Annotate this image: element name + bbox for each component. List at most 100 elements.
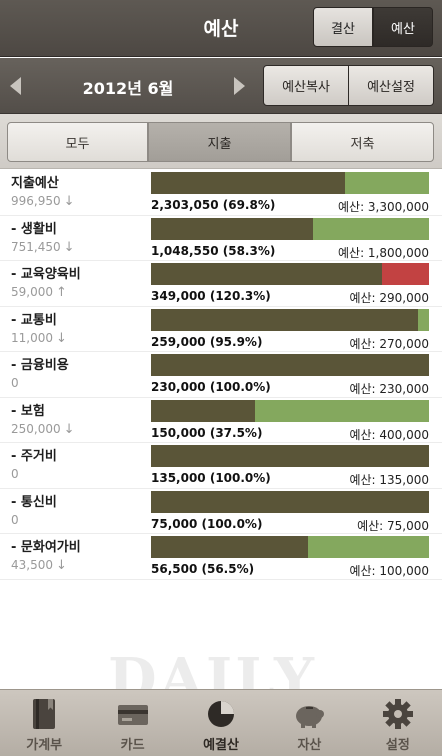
tab-savings[interactable]: 저축 bbox=[291, 122, 434, 162]
budget-row[interactable]: - 주거비 0 135,000 (100.0%) 예산: 135,000 bbox=[0, 443, 442, 489]
filter-tab-bar: 모두 지출 저축 bbox=[0, 114, 442, 169]
budget-progress-bar bbox=[151, 308, 429, 331]
arrow-down-icon: ↓ bbox=[63, 239, 75, 255]
budget-remaining: 0 bbox=[11, 376, 22, 391]
nav-item-assets[interactable]: 자산 bbox=[265, 690, 353, 756]
header-bar: 예산 결산 예산 bbox=[0, 0, 442, 57]
arrow-down-icon: ↓ bbox=[56, 558, 67, 573]
spent-amount: 150,000 (37.5%) bbox=[151, 425, 263, 440]
over-budget-fill bbox=[382, 263, 429, 285]
arrow-up-icon: ↑ bbox=[56, 285, 67, 300]
nav-item-ledger[interactable]: 가계부 bbox=[0, 690, 88, 756]
page-title: 예산 bbox=[203, 18, 239, 40]
budget-category-name: - 생활비 bbox=[11, 221, 57, 237]
budget-amount: 예산: 100,000 bbox=[349, 564, 429, 578]
tab-expense[interactable]: 지출 bbox=[148, 122, 291, 162]
budget-row[interactable]: - 문화여가비 43,500 ↓ 56,500 (56.5%) 예산: 100,000 bbox=[0, 534, 442, 580]
budget-row[interactable]: 지출예산 996,950 ↓ 2,303,050 (69.8%) 예산: 3,300,0… bbox=[0, 170, 442, 216]
remaining-amount: 0 bbox=[11, 376, 19, 390]
nav-label-ledger: 가계부 bbox=[26, 738, 63, 753]
budget-amount: 예산: 75,000 bbox=[357, 518, 429, 533]
budget-row[interactable]: - 교육양육비 59,000 ↑ 349,000 (120.3%) 예산: 290,00… bbox=[0, 261, 442, 307]
nav-label-settings: 설정 bbox=[385, 738, 410, 753]
budget-row[interactable]: - 금융비용 0 230,000 (100.0%) 예산: 230,000 bbox=[0, 352, 442, 398]
budget-category-name: - 교통비 bbox=[11, 312, 57, 328]
spent-fill bbox=[151, 536, 309, 558]
remaining-amount: 11,000 bbox=[11, 330, 53, 345]
spent-fill bbox=[151, 399, 256, 422]
budget-progress-bar bbox=[151, 490, 429, 513]
remaining-amount: 0 bbox=[11, 467, 19, 481]
remaining-amount: 250,000 bbox=[11, 421, 61, 436]
spent-amount: 56,500 (56.5%) bbox=[151, 562, 255, 576]
budget-amount: 예산: 230,000 bbox=[349, 382, 429, 396]
budget-remaining: 43,500 ↓ bbox=[11, 558, 67, 573]
spent-fill bbox=[151, 308, 418, 331]
piggy-bank-icon bbox=[296, 706, 325, 728]
budget-row[interactable]: - 통신비 0 75,000 (100.0%) 예산: 75,000 bbox=[0, 489, 442, 534]
budget-progress-bar bbox=[151, 263, 429, 285]
budget-remaining: 751,450 ↓ bbox=[11, 240, 75, 255]
current-month-label: 2012년 6월 bbox=[82, 79, 174, 98]
budget-remaining: 0 bbox=[11, 467, 22, 482]
remaining-amount: 751,450 bbox=[11, 239, 61, 254]
spent-amount: 349,000 (120.3%) bbox=[151, 289, 271, 303]
month-navigation-bar: 2012년 6월 예산복사 예산설정 bbox=[0, 58, 442, 114]
budget-category-name: 지출예산 bbox=[11, 176, 59, 191]
budget-amount: 예산: 290,000 bbox=[349, 291, 429, 305]
nav-item-budget-settlement[interactable]: 예결산 bbox=[177, 690, 265, 756]
budget-progress-bar bbox=[151, 536, 429, 558]
next-month-arrow-icon[interactable] bbox=[234, 77, 245, 95]
budget-remaining: 59,000 ↑ bbox=[11, 285, 67, 300]
nav-item-settings[interactable]: 설정 bbox=[354, 690, 442, 756]
budget-category-name: - 문화여가비 bbox=[11, 540, 81, 555]
spent-fill bbox=[151, 217, 314, 240]
budget-progress-bar bbox=[151, 354, 429, 376]
budget-amount: 예산: 400,000 bbox=[349, 427, 429, 442]
nav-label-card: 카드 bbox=[120, 738, 145, 753]
budget-category-name: - 주거비 bbox=[11, 449, 57, 464]
budget-amount: 예산: 135,000 bbox=[349, 473, 429, 487]
spent-amount: 230,000 (100.0%) bbox=[151, 380, 271, 394]
arrow-down-icon: ↓ bbox=[63, 421, 75, 437]
toggle-budget-button[interactable]: 예산 bbox=[373, 7, 433, 47]
spent-fill bbox=[151, 354, 429, 376]
budget-progress-bar bbox=[151, 445, 429, 467]
arrow-down-icon: ↓ bbox=[56, 330, 67, 346]
copy-budget-button[interactable]: 예산복사 bbox=[263, 65, 349, 106]
nav-item-card[interactable]: 카드 bbox=[88, 690, 176, 756]
budget-progress-bar bbox=[151, 172, 429, 194]
budget-progress-bar bbox=[151, 217, 429, 240]
remaining-amount: 0 bbox=[11, 512, 19, 527]
budget-row[interactable]: - 교통비 11,000 ↓ 259,000 (95.9%) 예산: 270,000 bbox=[0, 307, 442, 352]
budget-remaining: 11,000 ↓ bbox=[11, 331, 67, 346]
budget-category-name: - 통신비 bbox=[11, 494, 57, 510]
spent-amount: 135,000 (100.0%) bbox=[151, 471, 271, 485]
budget-amount: 예산: 3,300,000 bbox=[337, 200, 429, 214]
budget-category-name: - 교육양육비 bbox=[11, 267, 81, 282]
remaining-amount: 59,000 bbox=[11, 285, 53, 299]
budget-amount: 예산: 270,000 bbox=[349, 336, 429, 351]
budget-row[interactable]: - 보험 250,000 ↓ 150,000 (37.5%) 예산: 400,000 bbox=[0, 398, 442, 443]
budget-row[interactable]: - 생활비 751,450 ↓ 1,048,550 (58.3%) 예산: 1,800,… bbox=[0, 216, 442, 261]
budget-remaining: 996,950 ↓ bbox=[11, 194, 75, 209]
nav-label-assets: 자산 bbox=[297, 738, 322, 753]
arrow-down-icon: ↓ bbox=[63, 194, 75, 209]
spent-amount: 1,048,550 (58.3%) bbox=[151, 243, 276, 258]
tab-all[interactable]: 모두 bbox=[7, 122, 148, 162]
spent-amount: 2,303,050 (69.8%) bbox=[151, 198, 276, 212]
spent-fill bbox=[151, 490, 429, 513]
remaining-amount: 43,500 bbox=[11, 558, 53, 572]
book-icon bbox=[33, 699, 56, 729]
previous-month-arrow-icon[interactable] bbox=[10, 77, 21, 95]
budget-list: 지출예산 996,950 ↓ 2,303,050 (69.8%) 예산: 3,300,0… bbox=[0, 170, 442, 580]
spent-amount: 259,000 (95.9%) bbox=[151, 334, 263, 349]
nav-label-budget-settlement: 예결산 bbox=[203, 738, 239, 753]
budget-progress-bar bbox=[151, 399, 429, 422]
toggle-settlement-button[interactable]: 결산 bbox=[313, 7, 373, 47]
spent-fill bbox=[151, 445, 429, 467]
card-icon bbox=[117, 705, 148, 725]
budget-category-name: - 보험 bbox=[11, 403, 45, 419]
pie-chart-icon bbox=[208, 701, 235, 727]
budget-settings-button[interactable]: 예산설정 bbox=[348, 65, 434, 106]
